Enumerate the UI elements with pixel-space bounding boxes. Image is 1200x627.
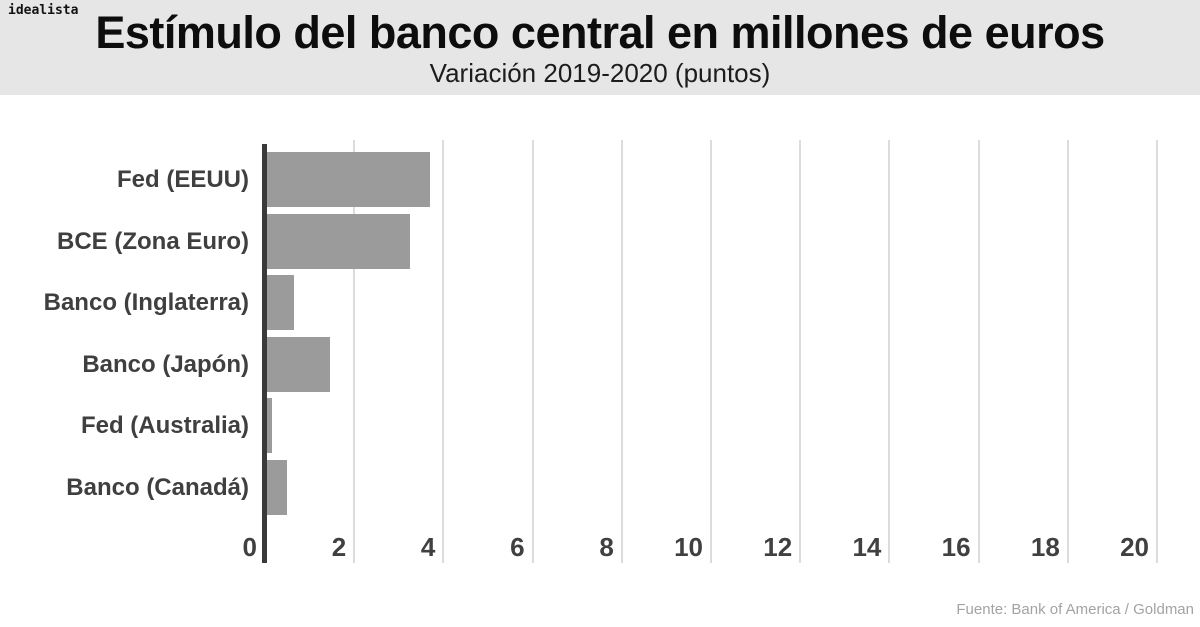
x-tick-label: 8 (599, 532, 614, 562)
x-gridline (888, 140, 891, 563)
x-tick-label: 10 (674, 532, 703, 562)
category-label: BCE (Zona Euro) (57, 228, 249, 255)
x-tick-label: 0 (242, 532, 257, 562)
category-label: Fed (Australia) (80, 412, 249, 439)
x-gridline (442, 140, 445, 563)
x-gridline (531, 140, 534, 563)
category-label: Banco (Japón) (82, 351, 249, 378)
source-note: Fuente: Bank of America / Goldman (956, 601, 1194, 618)
idealista-logo: idealista (8, 3, 79, 18)
x-gridline (353, 140, 356, 563)
x-gridline (710, 140, 712, 563)
x-gridline (977, 140, 980, 563)
bar-bce-zona-euro (267, 214, 410, 269)
x-gridline (1066, 140, 1069, 563)
x-gridline (1156, 140, 1158, 563)
x-tick-label: 20 (1120, 532, 1149, 562)
x-tick-label: 16 (941, 532, 971, 562)
category-label: Fed (EEUU) (117, 166, 249, 193)
chart-title: Estímulo del banco central en millones d… (95, 7, 1105, 58)
header-band: idealista Estímulo del banco central en … (0, 0, 1200, 95)
x-gridline (799, 140, 802, 563)
x-tick-label: 6 (510, 532, 525, 562)
bar-banco-canad (267, 460, 287, 515)
bar-fed-australia (267, 398, 272, 453)
x-tick-label: 12 (763, 532, 793, 562)
bar-banco-inglaterra (267, 275, 294, 330)
x-tick-label: 14 (852, 532, 882, 562)
x-tick-label: 2 (331, 532, 347, 562)
x-tick-label: 4 (420, 532, 436, 562)
category-label: Banco (Canadá) (66, 474, 249, 501)
bar-fed-eeuu (267, 152, 430, 207)
bar-banco-jap-n (267, 337, 330, 392)
x-gridline (620, 140, 623, 563)
category-label: Banco (Inglaterra) (43, 289, 249, 316)
y-axis-line (262, 144, 267, 563)
x-tick-label: 18 (1030, 532, 1060, 562)
chart-subtitle: Variación 2019-2020 (puntos) (429, 57, 771, 88)
